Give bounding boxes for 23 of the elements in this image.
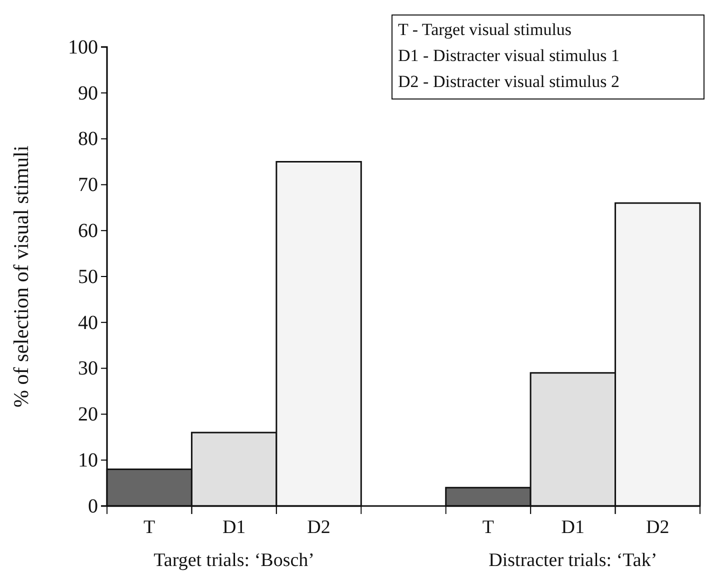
annotation: D1 - Distracter visual stimulus 1 bbox=[398, 46, 620, 65]
text: T - Target visual stimulus bbox=[398, 20, 572, 39]
y-tick-label: 80 bbox=[78, 128, 98, 150]
text: Distracter trials: ‘Tak’ bbox=[488, 550, 658, 571]
x-tick-label: D2 bbox=[646, 517, 670, 538]
y-tick-label: 100 bbox=[68, 36, 98, 58]
x-tick-label: T bbox=[144, 517, 156, 538]
y-tick-label: 30 bbox=[78, 358, 98, 380]
x-tick-label: D1 bbox=[561, 517, 585, 538]
y-tick-label: 0 bbox=[88, 495, 98, 518]
y-tick-label: 90 bbox=[78, 82, 98, 104]
y-axis-title: % of selection of visual stimuli bbox=[9, 145, 33, 408]
y-tick-label: 40 bbox=[78, 312, 98, 334]
y-tick-label: 20 bbox=[78, 404, 98, 426]
y-tick-label: 70 bbox=[78, 174, 98, 196]
x-tick-label: T bbox=[482, 517, 494, 538]
y-tick-label: 60 bbox=[78, 220, 98, 242]
x-tick-label: D2 bbox=[307, 517, 330, 538]
x-tick-label: D1 bbox=[222, 517, 246, 538]
text: Target trials: ‘Bosch’ bbox=[154, 550, 314, 571]
annotation: D2 - Distracter visual stimulus 2 bbox=[398, 72, 620, 91]
y-tick-label: 50 bbox=[78, 266, 98, 288]
y-tick-label: 10 bbox=[78, 450, 98, 472]
